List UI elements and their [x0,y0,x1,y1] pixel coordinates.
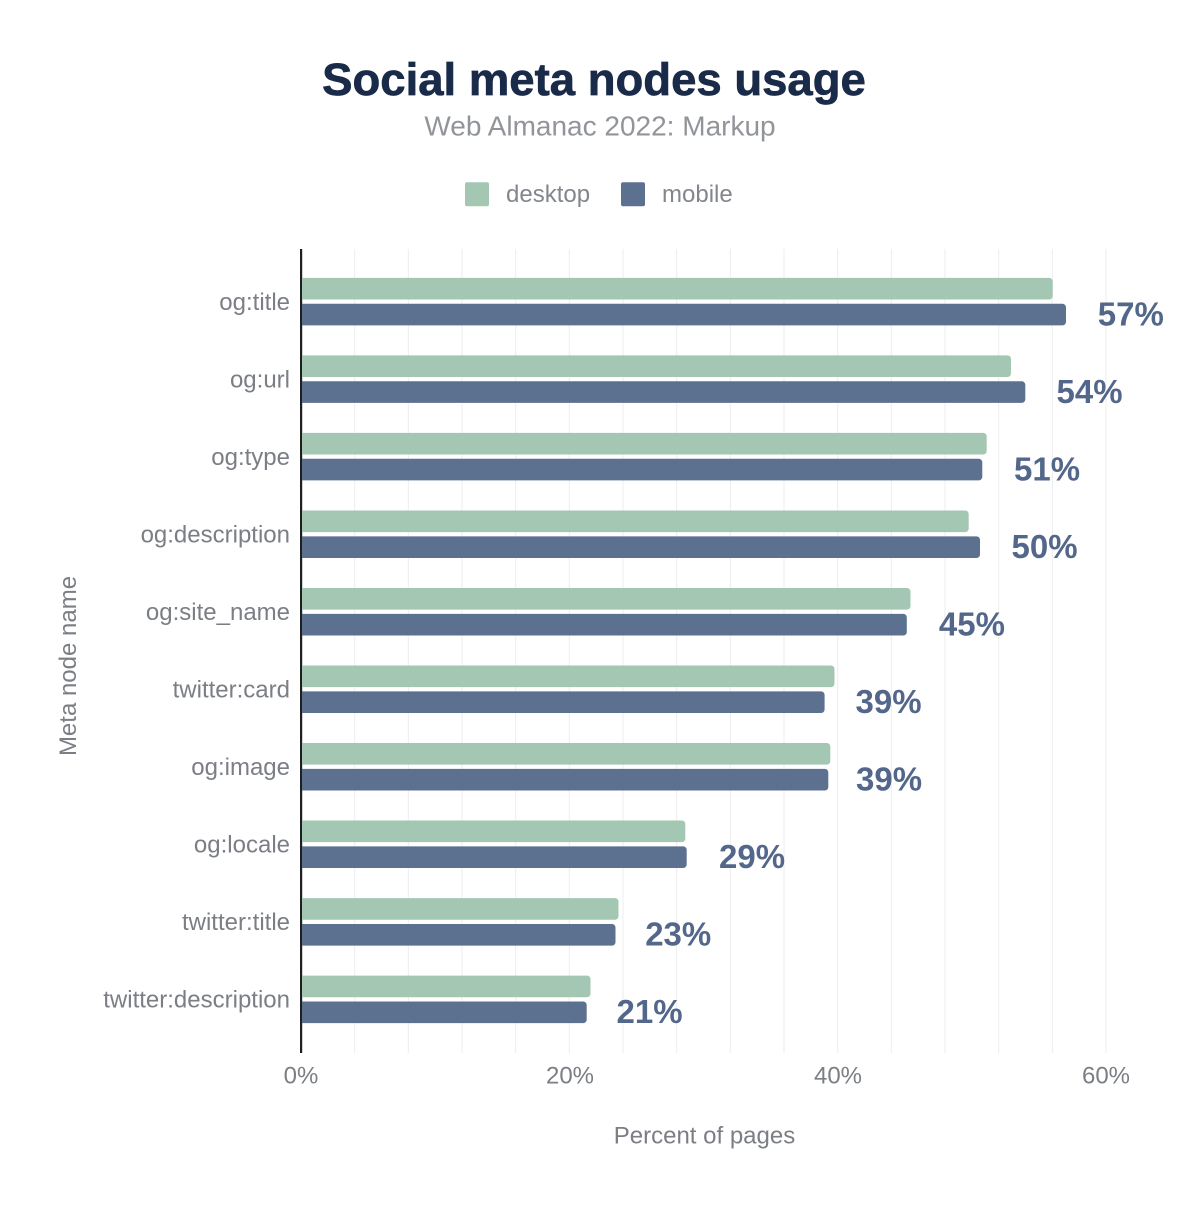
svg-text:39%: 39% [856,761,922,798]
svg-text:0%: 0% [284,1063,319,1090]
svg-text:og:type: og:type [211,444,290,471]
svg-text:51%: 51% [1014,450,1080,487]
svg-text:twitter:title: twitter:title [182,909,290,936]
svg-text:21%: 21% [617,993,683,1030]
svg-text:og:url: og:url [230,366,290,393]
svg-text:54%: 54% [1057,373,1123,410]
svg-text:Percent of pages: Percent of pages [614,1123,795,1150]
svg-text:Social meta nodes usage: Social meta nodes usage [322,54,866,105]
svg-text:29%: 29% [719,838,785,875]
svg-text:40%: 40% [814,1063,862,1090]
svg-text:twitter:card: twitter:card [173,677,290,704]
svg-text:60%: 60% [1082,1063,1130,1090]
svg-text:desktop: desktop [506,181,590,208]
svg-text:23%: 23% [645,916,711,953]
svg-text:og:title: og:title [219,289,290,316]
svg-text:50%: 50% [1012,528,1078,565]
svg-text:45%: 45% [939,606,1005,643]
svg-text:og:site_name: og:site_name [146,599,290,626]
svg-text:39%: 39% [856,683,922,720]
svg-text:og:locale: og:locale [194,832,290,859]
svg-text:Web Almanac 2022: Markup: Web Almanac 2022: Markup [424,111,775,142]
svg-text:mobile: mobile [662,181,733,208]
svg-text:og:image: og:image [191,754,290,781]
svg-text:Meta node name: Meta node name [55,576,82,756]
svg-text:20%: 20% [546,1063,594,1090]
svg-text:57%: 57% [1098,295,1164,332]
svg-text:twitter:description: twitter:description [103,987,290,1014]
svg-text:og:description: og:description [141,521,290,548]
